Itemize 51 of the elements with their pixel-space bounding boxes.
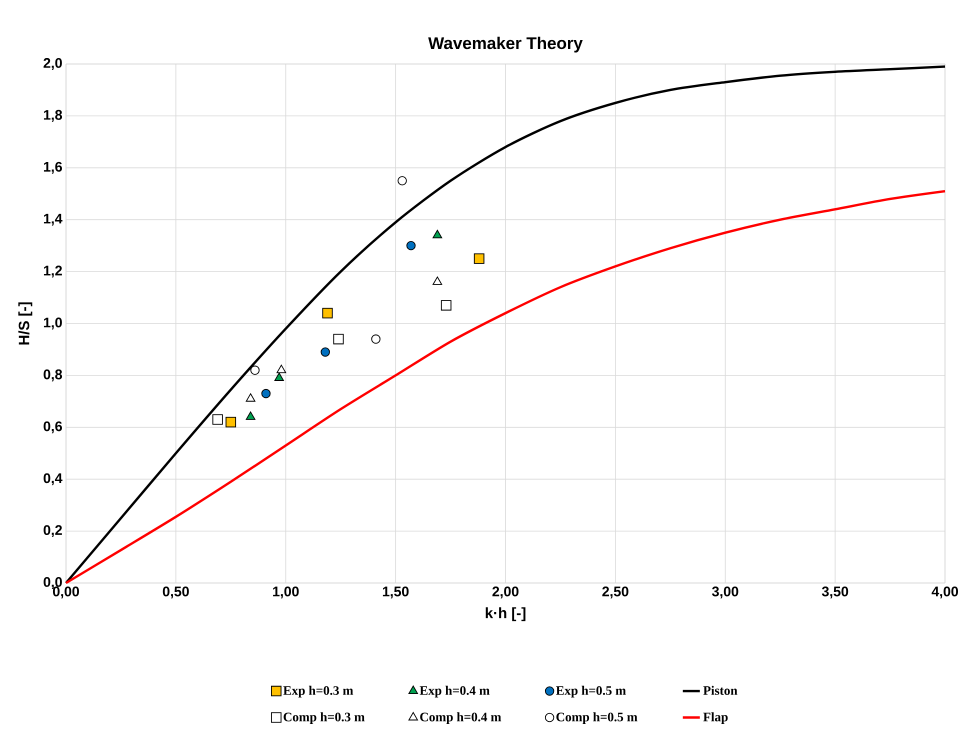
point	[246, 393, 256, 402]
x-tick-label: 0,50	[162, 586, 189, 598]
y-tick-label: 0,2	[44, 525, 62, 538]
x-axis-title: k·h [-]	[486, 607, 526, 622]
point	[440, 300, 452, 311]
point	[226, 416, 236, 428]
point	[406, 240, 416, 250]
y-tick-label: 0,4	[44, 473, 62, 486]
y-tick-label: 1,0	[44, 318, 62, 330]
legend-label: Flap	[703, 712, 728, 724]
point	[432, 230, 442, 238]
y-tick-label: 1,6	[44, 162, 62, 174]
y-tick-label: 0,8	[44, 369, 62, 382]
y-tick-label: 2,0	[44, 58, 62, 70]
line-series	[64, 190, 946, 584]
y-tick-label: 0,6	[44, 421, 62, 434]
y-axis-title: H/S [-]	[18, 302, 32, 344]
x-tick-label: 1,50	[382, 586, 409, 598]
legend-label: Exp h=0.5 m	[556, 686, 626, 698]
point	[250, 366, 260, 375]
point	[371, 334, 380, 344]
y-tick-label: 1,8	[44, 110, 62, 122]
point	[474, 253, 484, 264]
legend-label: Comp h=0.4 m	[420, 712, 502, 724]
y-tick-label: 0,0	[44, 577, 62, 589]
line-series	[64, 65, 946, 584]
legend-label: Comp h=0.3 m	[284, 712, 365, 724]
point	[276, 364, 286, 374]
point	[274, 372, 284, 381]
point	[322, 308, 333, 318]
x-tick-label: 4,00	[932, 586, 958, 598]
x-tick-label: 2,50	[602, 586, 628, 598]
legend-label: Piston	[703, 686, 738, 695]
x-tick-label: 1,00	[273, 586, 299, 598]
legend-label: Exp h=0.3 m	[283, 686, 354, 698]
point	[320, 347, 330, 357]
point	[333, 334, 344, 344]
legend-label: Exp h=0.4 m	[420, 686, 490, 698]
y-tick-label: 1,2	[44, 266, 62, 278]
point	[398, 176, 407, 186]
x-tick-label: 2,00	[492, 586, 519, 598]
point	[261, 388, 271, 398]
x-tick-label: 3,50	[822, 586, 848, 598]
point	[212, 414, 223, 425]
point	[246, 411, 256, 420]
legend-label: Comp h=0.5 m	[556, 712, 638, 724]
chart-title: Wavemaker Theory	[428, 36, 583, 52]
point	[432, 276, 442, 285]
x-tick-label: 0,00	[52, 586, 79, 598]
x-tick-label: 3,00	[712, 586, 738, 598]
y-tick-label: 1,4	[44, 214, 62, 226]
